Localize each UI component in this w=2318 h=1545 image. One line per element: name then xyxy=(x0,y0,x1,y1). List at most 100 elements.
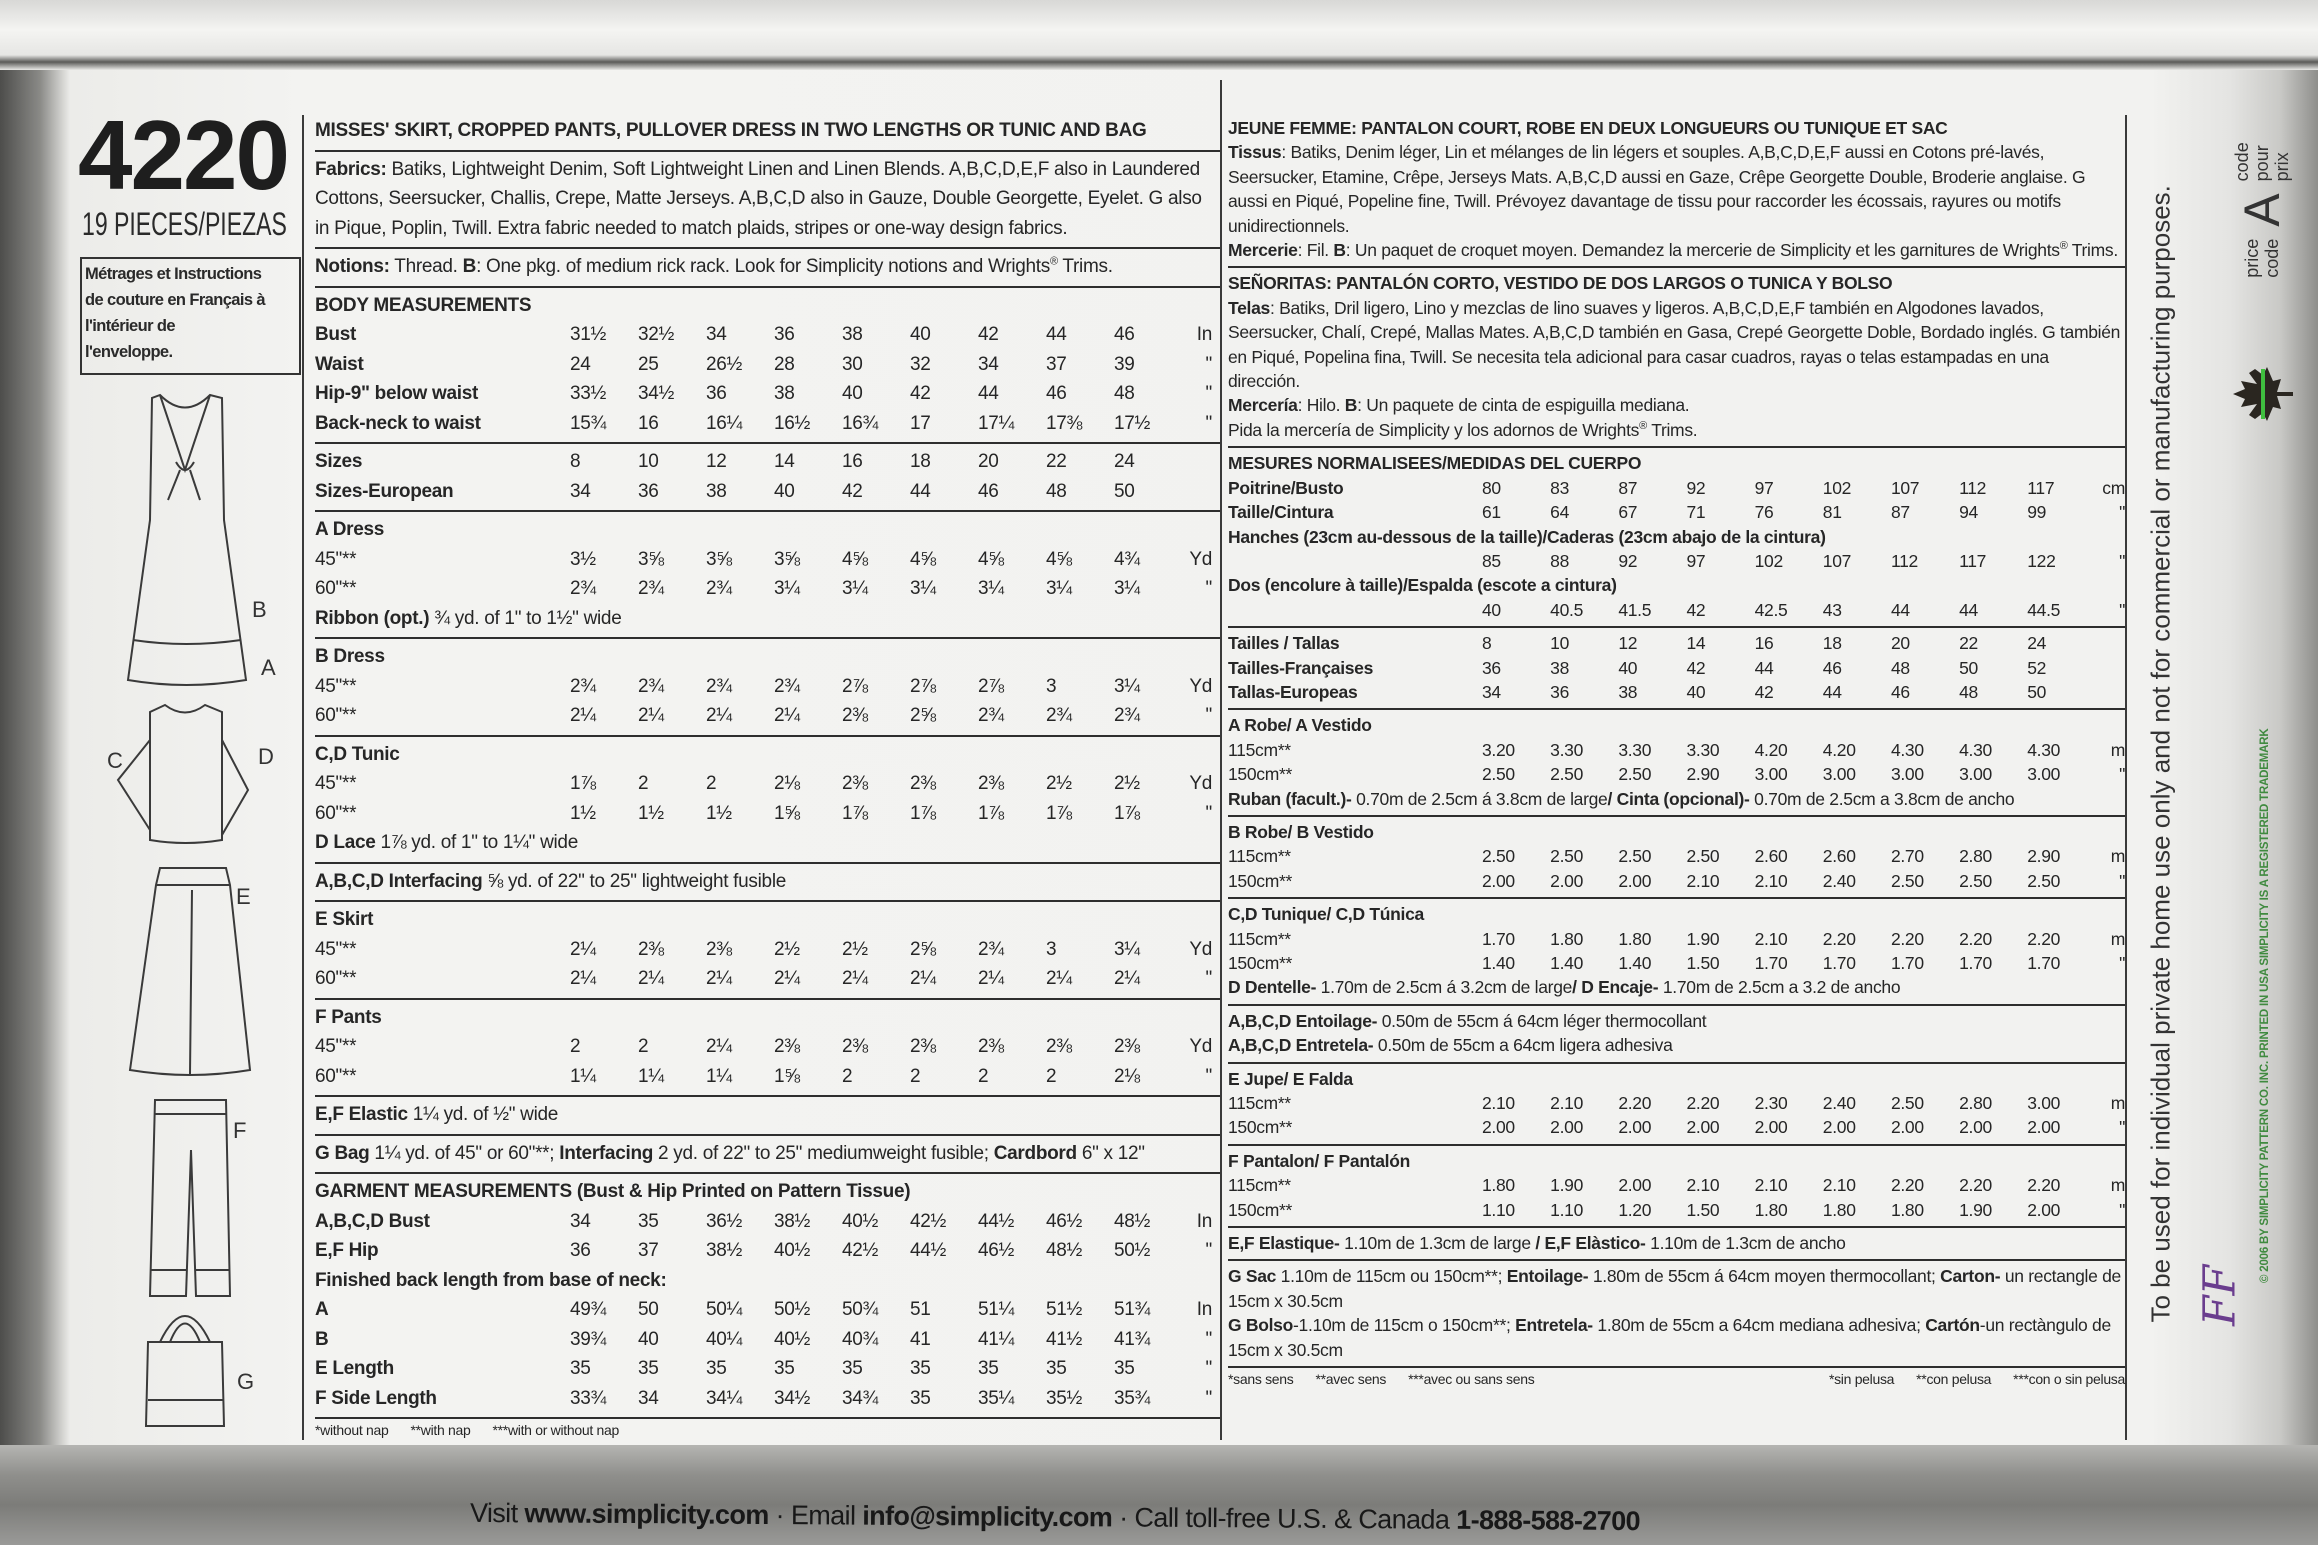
text-segment: A,B,C,D Entoilage- xyxy=(1228,1010,1378,1031)
note-line: l'enveloppe. xyxy=(85,343,173,361)
size-value: 3¼ xyxy=(842,578,868,599)
size-value: 40 xyxy=(774,480,795,502)
size-value: 1.40 xyxy=(1618,953,1652,973)
size-value: 1.70 xyxy=(1754,953,1788,973)
skirt-illustration xyxy=(128,867,252,1076)
price-code-label-en: price code xyxy=(2242,239,2282,278)
size-value: 37 xyxy=(638,1240,659,1261)
unit-label: Yd xyxy=(1189,773,1212,794)
unit-label: " xyxy=(2119,502,2126,523)
size-value: 2.00 xyxy=(1754,1117,1788,1138)
section-heading: MESURES NORMALISEES/MEDIDAS DEL CUERPO xyxy=(1228,453,1642,474)
unit-label xyxy=(2095,631,2125,655)
section-heading: C,D Tunic xyxy=(315,743,400,765)
size-value: 2.50 xyxy=(1550,764,1584,785)
unit-label xyxy=(2095,680,2125,704)
size-value: 1.90 xyxy=(1959,1199,1992,1220)
section-block: G Sac 1.10m de 115cm ou 150cm**; Entoila… xyxy=(1228,1261,2125,1369)
size-value: 2 xyxy=(638,773,649,794)
text-segment: 1.70m de 2.5cm á 3.2cm de large xyxy=(1316,977,1573,998)
size-value: 42.5 xyxy=(1754,599,1788,620)
table-row: 150cm** 1.40 1.40 1.40 1.50 1.70 1.70 1.70 1.70 1… xyxy=(1228,951,2125,975)
size-value: 1⅝ xyxy=(774,802,800,824)
divider-right xyxy=(2125,115,2127,1440)
section-block: A,B,C,D Interfacing ⅝ yd. of 22" to 25" … xyxy=(315,864,1220,902)
website-link[interactable]: www.simplicity.com xyxy=(524,1498,769,1531)
text-segment: E,F Elastique- xyxy=(1228,1233,1340,1254)
size-value: 44 xyxy=(1822,681,1842,702)
text-segment: / Cinta (opcional)- xyxy=(1607,788,1750,809)
row-label: Poitrine/Busto xyxy=(1228,477,1344,498)
table-row: E Length 35 35 35 35 35 35 35 35 35 " xyxy=(315,1354,1220,1384)
size-value: 3.30 xyxy=(1686,739,1720,760)
section-block: Fabrics: Batiks, Lightweight Denim, Soft… xyxy=(315,152,1220,249)
size-value: 3⅝ xyxy=(706,548,732,570)
size-value: 36 xyxy=(774,324,795,345)
size-value: 2.60 xyxy=(1754,846,1788,867)
size-value: 2.50 xyxy=(1618,846,1652,867)
size-value: 3¼ xyxy=(1114,578,1140,599)
unit-label: In xyxy=(1196,1210,1213,1232)
section-block: C,D Tunic 45"** 1⅞ 2 2 2⅛ 2⅜ 2⅜ 2⅜ 2½ 2½ Yd 60"** 1½ 1… xyxy=(315,737,1220,864)
table-row: 45"** 2¾ 2¾ 2¾ 2¾ 2⅞ 2⅞ 2⅞ 3 3¼ Yd xyxy=(315,672,1220,702)
size-value: 2.00 xyxy=(1618,870,1652,891)
size-value: 12 xyxy=(706,451,727,472)
size-value: 3.00 xyxy=(2027,764,2061,785)
table-row: 60"** 1¼ 1¼ 1¼ 1⅝ 2 2 2 2 2⅛ " xyxy=(315,1062,1220,1092)
size-value: 50 xyxy=(1959,657,1978,678)
footnote: **with nap xyxy=(410,1422,471,1438)
size-value: 2.10 xyxy=(1686,1175,1720,1196)
french-instructions-note: Métrages et Instructions de couture en F… xyxy=(80,257,301,375)
email-link[interactable]: info@simplicity.com xyxy=(862,1500,1113,1533)
size-value: 39 xyxy=(1114,353,1135,375)
size-value: 2.10 xyxy=(1686,870,1720,891)
text-segment: 1¼ yd. of ½" wide xyxy=(407,1104,559,1125)
text-segment: G Bolso xyxy=(1228,1315,1293,1336)
size-value: 2.20 xyxy=(1618,1093,1652,1114)
pants-illustration xyxy=(148,1099,232,1297)
size-value: 10 xyxy=(1550,633,1570,654)
size-value: 51¾ xyxy=(1114,1299,1151,1320)
text-segment: B xyxy=(462,256,477,277)
section-block: BODY MEASUREMENTS Bust 31½ 32½ 34 36 38 40 42 44 4… xyxy=(315,288,1220,444)
size-value: 2.00 xyxy=(1618,1175,1652,1196)
table-row: 115cm** 1.80 1.90 2.00 2.10 2.10 2.10 2.20 2.20 2… xyxy=(1228,1173,2125,1197)
unit-label: m xyxy=(2110,846,2126,867)
text-segment: 0.70m de 2.5cm á 3.8cm de large xyxy=(1351,788,1608,809)
size-value: 16 xyxy=(1754,633,1774,654)
size-value: 1⅞ xyxy=(570,773,596,794)
size-value: 35 xyxy=(1114,1358,1135,1379)
size-value: 2.70 xyxy=(1890,846,1924,867)
size-value: 2¼ xyxy=(1114,968,1140,989)
size-value: 16 xyxy=(842,451,863,472)
row-label: Tallas-Europeas xyxy=(1228,681,1358,702)
handwritten-mark: FF xyxy=(2194,1264,2246,1327)
size-value: 16½ xyxy=(774,412,811,434)
unit-label: " xyxy=(1205,383,1213,404)
size-value: 2.00 xyxy=(2027,1199,2061,1220)
spanish-footnotes: *sin pelusa **con pelusa ***con o sin pelu… xyxy=(1829,1368,2125,1390)
dress-illustration xyxy=(126,393,248,686)
row-label: Bust xyxy=(315,324,357,345)
tunic-illustration xyxy=(116,703,250,844)
size-value: 44½ xyxy=(978,1210,1015,1232)
unit-label: Yd xyxy=(1189,548,1212,570)
table-row: 85 88 92 97 102 107 112 117 122 " xyxy=(1228,549,2125,573)
size-value: 3⅝ xyxy=(638,548,664,570)
table-row: Sizes-European 34 36 38 40 42 44 46 48 50 xyxy=(315,477,1220,507)
section-paragraph: E,F Elastique- 1.10m de 1.3cm de large /… xyxy=(1228,1231,2125,1255)
size-value: 42 xyxy=(1754,681,1774,702)
text-segment: / E,F Elàstico- xyxy=(1535,1233,1646,1254)
size-value: 61 xyxy=(1482,502,1501,523)
size-value: 107 xyxy=(1822,550,1852,571)
size-value: 1.90 xyxy=(1686,928,1720,949)
text-segment: 0.50m de 55cm á 64cm léger thermocollant xyxy=(1377,1010,1707,1031)
size-value: 2 xyxy=(842,1065,853,1087)
size-value: 2 xyxy=(570,1036,581,1057)
row-label: E Length xyxy=(315,1358,394,1379)
size-value: 102 xyxy=(1754,550,1784,571)
fabric-width-label: 115cm** xyxy=(1228,846,1291,867)
size-value: 2¼ xyxy=(1046,968,1072,989)
note-line: de couture en Français à xyxy=(85,291,266,309)
size-value: 1.90 xyxy=(1550,1175,1584,1196)
